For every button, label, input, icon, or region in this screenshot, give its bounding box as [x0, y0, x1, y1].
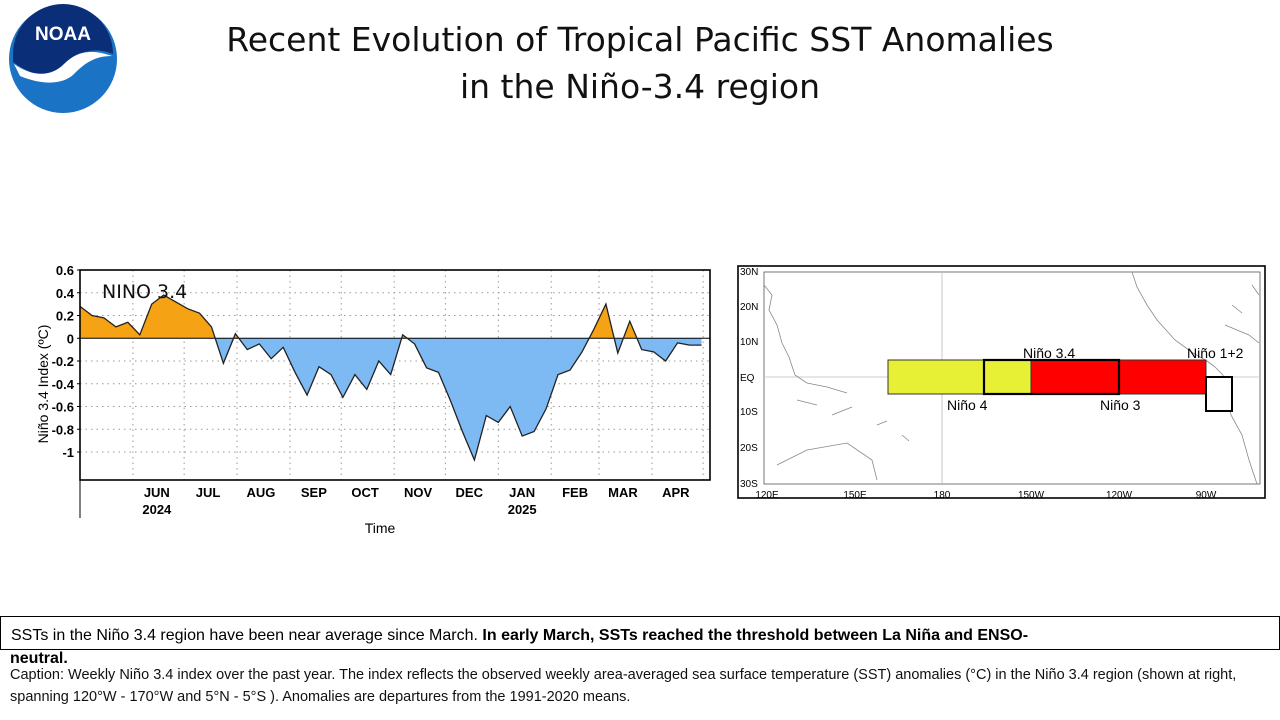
noaa-logo-top-half: [13, 4, 113, 76]
nino-regions-map: Niño 3.4 Niño 1+2 Niño 4 Niño 3 30N 20N 10…: [737, 265, 1266, 499]
chart-inner-title: NINO 3.4: [102, 281, 187, 303]
map-latitude-label: EQ: [740, 373, 755, 384]
map-longitude-label: 150E: [843, 490, 867, 499]
map-latitude-label: 10S: [740, 407, 758, 418]
y-axis-label: Niño 3.4 Index (ºC): [35, 324, 51, 444]
map-longitude-label: 150W: [1018, 490, 1045, 499]
positive-anomaly-area: [623, 321, 637, 339]
nino3-label: Niño 3: [1100, 397, 1141, 413]
slide-title-line2: in the Niño-3.4 region: [459, 67, 821, 106]
coast-asia: [763, 284, 848, 394]
coast-australia: [776, 442, 878, 481]
caption-text: Caption: Weekly Niño 3.4 index over the …: [10, 667, 1237, 705]
coast-islands: [796, 399, 910, 442]
noaa-logo-text: NOAA: [35, 24, 91, 45]
summary-box: SSTs in the Niño 3.4 region have been ne…: [0, 616, 1280, 650]
map-latitude-label: 10N: [740, 337, 758, 348]
index-line: [79, 294, 702, 463]
summary-bold-overflow: neutral.: [10, 650, 68, 667]
x-tick-label: OCT: [351, 485, 379, 500]
x-year-label: 2025: [508, 502, 537, 517]
summary-bold-text: In early March, SSTs reached the thresho…: [482, 627, 1029, 644]
slide-title-line1: Recent Evolution of Tropical Pacific SST…: [226, 20, 1054, 59]
nino4-label: Niño 4: [947, 397, 988, 413]
coast-caribbean: [1224, 284, 1260, 344]
slide-title: Recent Evolution of Tropical Pacific SST…: [200, 16, 1080, 110]
noaa-logo: NOAA: [9, 4, 117, 113]
nino4-box: [887, 359, 1032, 395]
y-tick-labels: 0.6 0.4 0.2 0 -0.2 -0.4 -0.6 -0.8 -1: [52, 263, 80, 460]
y-tick-label: 0.4: [56, 286, 75, 301]
map-longitude-label: 120W: [1106, 490, 1133, 499]
negative-anomaly-area: [407, 338, 590, 460]
x-tick-label: DEC: [456, 485, 484, 500]
nino12-label: Niño 1+2: [1187, 345, 1244, 361]
y-tick-label: -0.4: [52, 377, 75, 392]
negative-anomaly-area: [238, 338, 402, 398]
x-year-label: 2024: [142, 502, 172, 517]
map-longitude-label: 90W: [1196, 490, 1217, 499]
nino12-box: [1205, 376, 1233, 412]
chart-plot-area: NINO 3.4: [79, 269, 711, 518]
x-tick-label: APR: [662, 485, 690, 500]
y-tick-label: -0.2: [52, 354, 74, 369]
map-longitude-labels: 120E 150E 180 150W 120W 90W: [755, 490, 1217, 499]
map-longitude-label: 120E: [755, 490, 779, 499]
noaa-logo-gull: [14, 51, 112, 83]
nino34-index-chart: NINO 3.4 0.6 0.4 0.2 0 -0.2 -0.4 -0.6 -0.8 -1 JU…: [52, 263, 711, 518]
nino34-label: Niño 3.4: [1023, 345, 1075, 361]
negative-anomaly-area: [215, 338, 234, 364]
map-latitude-label: 30N: [740, 267, 758, 278]
x-tick-labels: JUN JUL AUG SEP OCT NOV DEC JAN FEB MAR APR 2024 202…: [142, 485, 690, 517]
y-tick-label: 0: [67, 331, 74, 346]
y-tick-label: 0.2: [56, 309, 74, 324]
x-tick-label: NOV: [404, 485, 433, 500]
map-latitude-labels: 30N 20N 10N EQ 10S 20S 30S: [740, 267, 758, 490]
x-tick-label: JAN: [509, 485, 535, 500]
summary-normal-text: SSTs in the Niño 3.4 region have been ne…: [11, 627, 478, 644]
x-axis-label: Time: [364, 520, 396, 536]
x-tick-label: JUL: [196, 485, 221, 500]
map-longitude-label: 180: [934, 490, 951, 499]
x-tick-label: MAR: [608, 485, 638, 500]
map-latitude-label: 20S: [740, 443, 758, 454]
negative-anomaly-area: [614, 338, 624, 353]
y-tick-label: -1: [62, 445, 74, 460]
map-latitude-label: 30S: [740, 479, 758, 490]
nino34-box: [982, 358, 1121, 396]
coast-south-america: [1214, 366, 1258, 485]
x-tick-label: SEP: [301, 485, 327, 500]
x-tick-label: FEB: [562, 485, 588, 500]
y-tick-label: -0.8: [52, 422, 74, 437]
y-tick-label: -0.6: [52, 400, 74, 415]
map-latitude-label: 20N: [740, 302, 758, 313]
x-tick-label: AUG: [247, 485, 276, 500]
x-tick-label: JUN: [144, 485, 170, 500]
y-tick-label: 0.6: [56, 263, 74, 278]
